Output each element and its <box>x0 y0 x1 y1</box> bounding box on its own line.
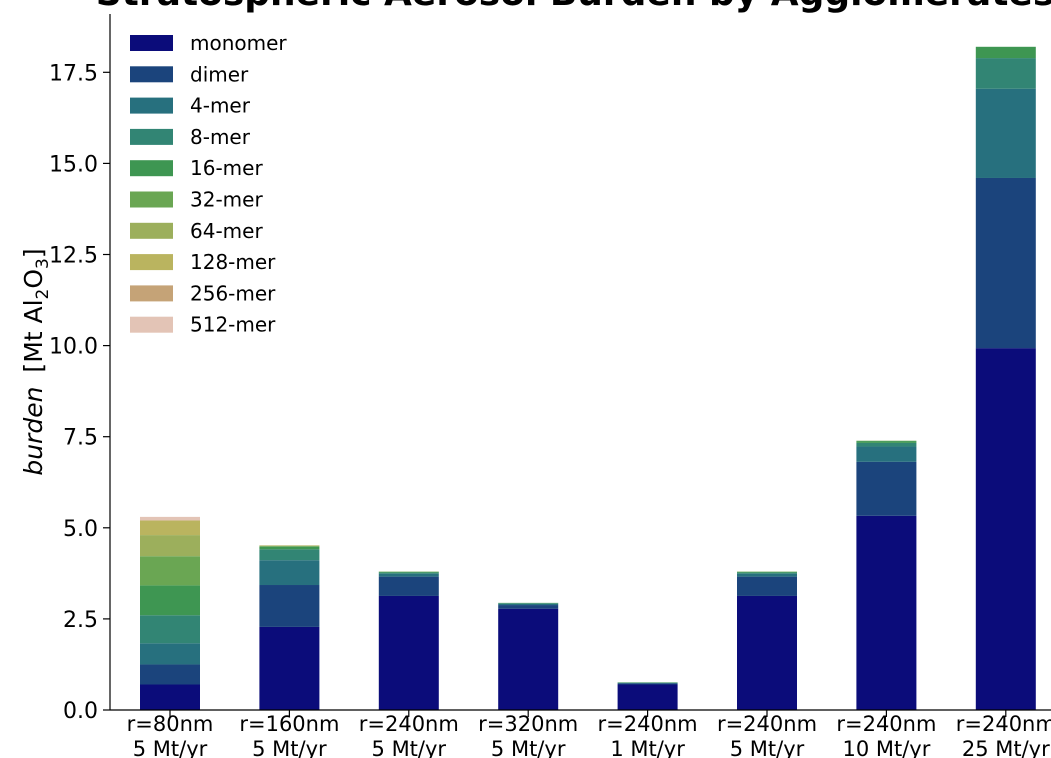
x-tick-label-line1: r=320nm <box>478 712 578 736</box>
legend-swatch-dimer <box>130 66 173 83</box>
legend-swatch-16-mer <box>130 160 173 177</box>
y-tick-label: 10.0 <box>49 335 98 360</box>
y-axis-label-unit-prefix: [Mt Al <box>19 299 48 372</box>
x-tick-label-line1: r=240nm <box>836 712 936 736</box>
bar-segment-monomer-2 <box>259 626 320 710</box>
y-tick-label: 0.0 <box>63 699 98 724</box>
x-tick-label-line2: 5 Mt/yr <box>491 737 566 758</box>
bar-segment-monomer-3 <box>378 595 439 710</box>
bar-segment-4-mer-3 <box>378 573 439 577</box>
bar-segment-8-mer-8 <box>975 58 1036 89</box>
legend-label-monomer: monomer <box>190 31 287 55</box>
bar-segment-monomer-8 <box>975 348 1036 710</box>
bars-group <box>140 46 1036 710</box>
y-axis-label-unit-sub2: 3 <box>33 258 53 269</box>
legend-label-8-mer: 8-mer <box>190 125 251 149</box>
bar-segment-4-mer-7 <box>856 446 917 462</box>
legend-swatch-8-mer <box>130 128 173 145</box>
bar-segment-dimer-4 <box>498 605 559 609</box>
legend-swatch-512-mer <box>130 316 173 333</box>
bar-segment-monomer-5 <box>617 684 678 710</box>
x-tick-label-line1: r=240nm <box>717 712 817 736</box>
chart-title: Stratospheric Aerosol Burden by Agglomer… <box>96 0 1051 14</box>
bar-segment-8-mer-2 <box>259 549 320 561</box>
x-tick-label-line2: 25 Mt/yr <box>962 737 1050 758</box>
x-tick-label-line2: 5 Mt/yr <box>372 737 447 758</box>
x-tick-label-line1: r=160nm <box>239 712 339 736</box>
bar-segment-4-mer-1 <box>140 643 200 665</box>
bar-segment-8-mer-7 <box>856 442 917 447</box>
legend-label-256-mer: 256-mer <box>190 281 276 305</box>
legend-swatch-256-mer <box>130 285 173 302</box>
bar-segment-32-mer-2 <box>259 546 320 547</box>
bar-segment-16-mer-2 <box>259 546 320 550</box>
y-tick-label: 15.0 <box>49 152 98 177</box>
bar-segment-dimer-2 <box>259 585 320 627</box>
x-tick-label-line2: 5 Mt/yr <box>133 737 208 758</box>
y-axis-label-unit-suffix: ] <box>19 248 48 258</box>
x-tick-label-line1: r=80nm <box>127 712 214 736</box>
legend-label-dimer: dimer <box>190 62 249 86</box>
legend-swatch-64-mer <box>130 222 173 239</box>
bar-segment-32-mer-1 <box>140 556 200 586</box>
bar-segment-16-mer-3 <box>378 571 439 573</box>
y-tick-label: 5.0 <box>63 517 98 542</box>
legend-swatch-32-mer <box>130 191 173 208</box>
x-tick-label-line2: 5 Mt/yr <box>252 737 327 758</box>
x-tick-label-line2: 10 Mt/yr <box>842 737 930 758</box>
bar-segment-monomer-6 <box>737 595 797 710</box>
legend-label-4-mer: 4-mer <box>190 94 251 118</box>
bar-segment-16-mer-7 <box>856 441 917 443</box>
bar-segment-64-mer-1 <box>140 535 200 557</box>
bar-segment-16-mer-8 <box>975 46 1036 59</box>
bar-segment-8-mer-1 <box>140 615 200 644</box>
y-axis-label-unit-sub1: 2 <box>33 289 53 300</box>
x-tick-label-line1: r=240nm <box>598 712 698 736</box>
legend-label-16-mer: 16-mer <box>190 156 263 180</box>
y-tick-label: 12.5 <box>49 244 98 269</box>
legend-label-32-mer: 32-mer <box>190 188 263 212</box>
bar-segment-monomer-4 <box>498 608 559 710</box>
bar-segment-512-mer-1 <box>140 516 200 521</box>
y-axis-label-italic: burden <box>19 387 48 476</box>
bar-segment-16-mer-1 <box>140 585 200 616</box>
bar-segment-4-mer-8 <box>975 88 1036 178</box>
x-tick-label-line1: r=240nm <box>956 712 1051 736</box>
bar-segment-16-mer-6 <box>737 571 797 573</box>
bar-segment-4-mer-6 <box>737 573 797 577</box>
y-tick-label: 2.5 <box>63 608 98 633</box>
y-axis-label: burden [Mt Al2O3] <box>19 248 53 475</box>
bar-segment-128-mer-1 <box>140 520 200 536</box>
legend-label-64-mer: 64-mer <box>190 219 263 243</box>
legend: monomer dimer 4-mer 8-mer 16-mer 32-mer 64-mer… <box>130 31 287 337</box>
bar-segment-dimer-1 <box>140 664 200 685</box>
bar-segment-dimer-8 <box>975 177 1036 349</box>
bar-segment-8-mer-3 <box>378 572 439 574</box>
bar-segment-monomer-7 <box>856 515 917 710</box>
bar-segment-4-mer-2 <box>259 560 320 586</box>
legend-swatch-4-mer <box>130 97 173 114</box>
bar-segment-8-mer-6 <box>737 572 797 574</box>
bar-segment-dimer-7 <box>856 461 917 516</box>
bar-segment-4-mer-4 <box>498 603 559 606</box>
bar-segment-dimer-3 <box>378 576 439 596</box>
bar-segment-8-mer-4 <box>498 603 559 604</box>
bar-segment-dimer-6 <box>737 576 797 596</box>
legend-label-512-mer: 512-mer <box>190 313 276 337</box>
bar-segment-dimer-5 <box>617 683 678 685</box>
legend-swatch-128-mer <box>130 254 173 271</box>
y-tick-label: 17.5 <box>49 61 98 86</box>
legend-label-128-mer: 128-mer <box>190 250 276 274</box>
y-tick-label: 7.5 <box>63 426 98 451</box>
legend-swatch-monomer <box>130 35 173 51</box>
y-axis-label-unit-mid: O <box>19 269 48 289</box>
x-tick-label-line1: r=240nm <box>359 712 459 736</box>
x-tick-label-line2: 5 Mt/yr <box>730 737 805 758</box>
bar-segment-monomer-1 <box>140 684 200 710</box>
x-tick-label-line2: 1 Mt/yr <box>610 737 685 758</box>
